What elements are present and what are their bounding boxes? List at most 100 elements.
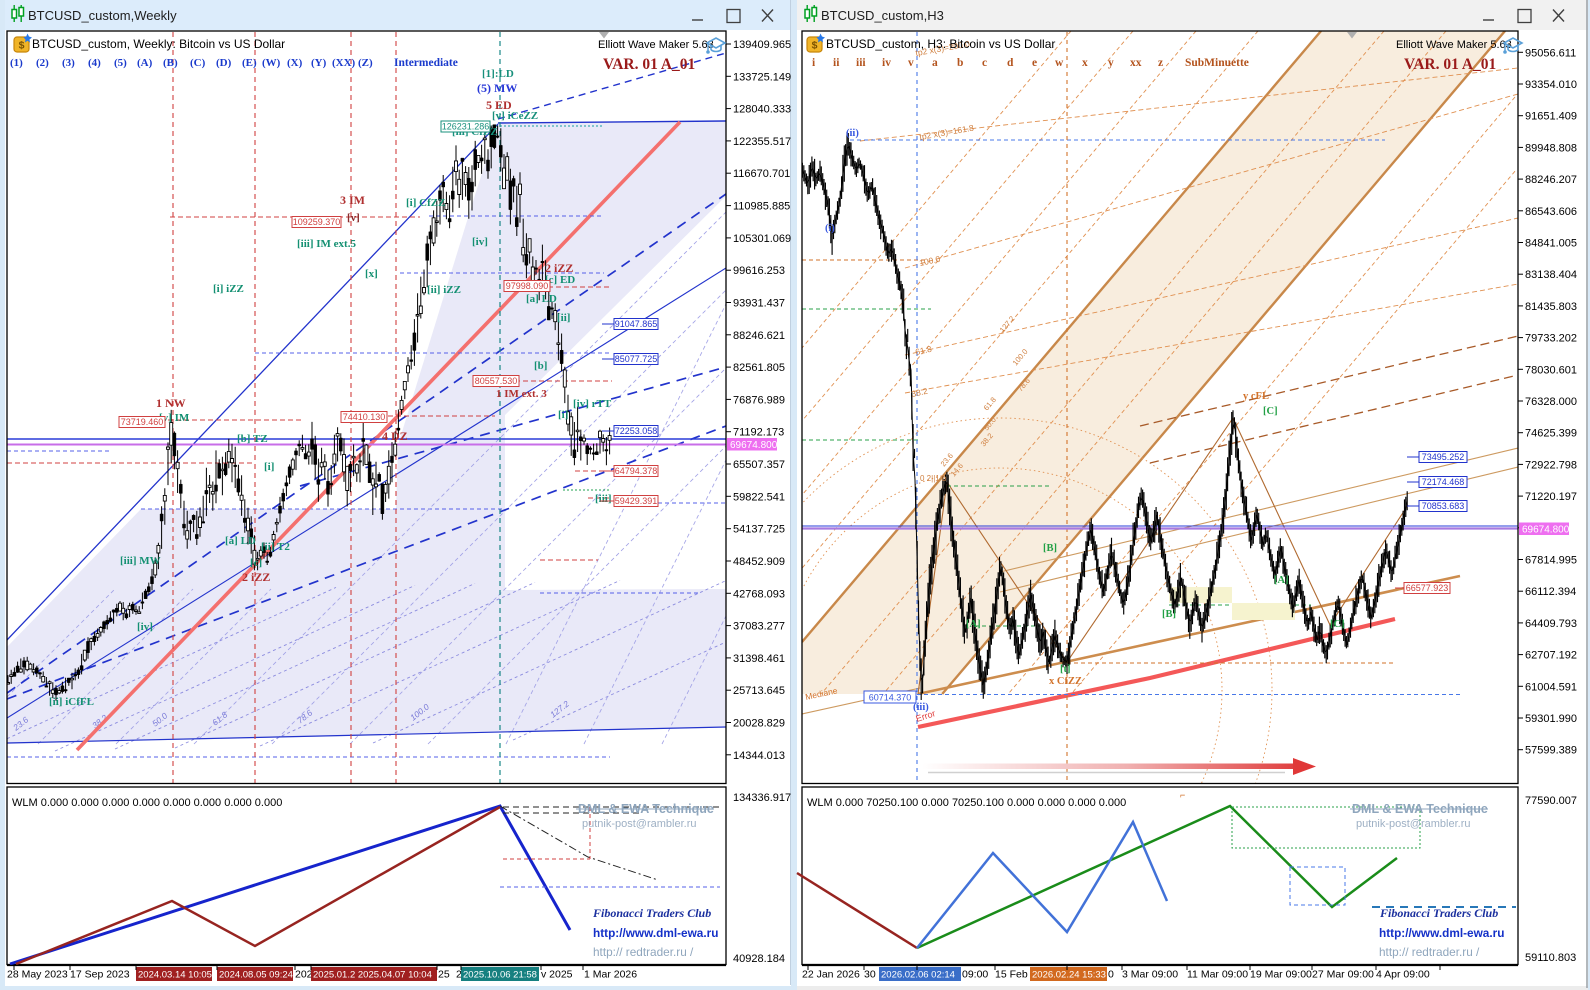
svg-text:$: $ (19, 40, 25, 52)
svg-text:25713.645: 25713.645 (733, 685, 785, 697)
svg-text:[a] LD: [a] LD (526, 293, 557, 305)
svg-text:http:// redtrader.ru /: http:// redtrader.ru / (593, 945, 694, 959)
svg-text:91651.409: 91651.409 (1525, 111, 1577, 123)
svg-text:(E): (E) (242, 57, 257, 69)
svg-text:(4): (4) (88, 57, 101, 69)
svg-text:[C]: [C] (1263, 406, 1278, 417)
svg-text:putnik-post@rambler.ru: putnik-post@rambler.ru (582, 818, 697, 830)
svg-text:a: a (932, 57, 938, 69)
svg-text:[v] IM: [v] IM (159, 412, 190, 424)
svg-text:[i] iZZ: [i] iZZ (213, 283, 244, 295)
svg-text:SubMinuette: SubMinuette (1185, 57, 1249, 69)
svg-text:2 iZZ: 2 iZZ (545, 261, 573, 275)
svg-text:z: z (1158, 57, 1163, 69)
svg-text:[ii] iCfFL: [ii] iCfFL (49, 696, 94, 708)
svg-text:2026.02.24 15:33: 2026.02.24 15:33 (1032, 970, 1106, 981)
svg-text:62707.192: 62707.192 (1525, 650, 1577, 662)
svg-text:1 Mar 2026: 1 Mar 2026 (584, 969, 637, 981)
svg-text:v: v (908, 57, 914, 69)
svg-text:134336.917: 134336.917 (733, 792, 791, 804)
svg-text:30: 30 (864, 969, 876, 981)
svg-text:38.2: 38.2 (910, 386, 929, 399)
svg-text:w: w (1055, 57, 1064, 69)
svg-text:64794.378: 64794.378 (615, 466, 658, 476)
svg-text:3 Mar 09:00: 3 Mar 09:00 (1122, 969, 1178, 981)
svg-text:xx: xx (1130, 57, 1142, 69)
svg-text:93931.437: 93931.437 (733, 298, 785, 310)
svg-text:31398.461: 31398.461 (733, 653, 785, 665)
svg-text:61.8: 61.8 (914, 344, 933, 357)
svg-text:[i] CfZZ: [i] CfZZ (406, 197, 445, 209)
svg-text:y cFL: y cFL (1243, 391, 1269, 402)
svg-text:v 2025: v 2025 (541, 969, 573, 981)
svg-text:VAR. 01 A_01: VAR. 01 A_01 (1404, 56, 1496, 73)
svg-text:[ii] T2: [ii] T2 (261, 541, 290, 553)
svg-text:2 iZZ: 2 iZZ (242, 570, 270, 584)
svg-text:22 Jan 2026: 22 Jan 2026 (802, 969, 860, 981)
svg-text:99616.253: 99616.253 (733, 265, 785, 277)
svg-text:110985.885: 110985.885 (733, 201, 790, 213)
svg-text:88246.621: 88246.621 (733, 330, 785, 342)
svg-text:59429.391: 59429.391 (615, 496, 658, 506)
svg-text:Fibonacci Traders Club: Fibonacci Traders Club (592, 906, 711, 920)
svg-text:(Z): (Z) (358, 57, 373, 69)
svg-text:(i): (i) (825, 223, 835, 234)
svg-text:133725.149: 133725.149 (733, 71, 791, 83)
svg-text:84841.005: 84841.005 (1525, 238, 1577, 250)
svg-text:[i]: [i] (558, 409, 568, 421)
svg-text:27 Mar 09:00: 27 Mar 09:00 (1312, 969, 1374, 981)
svg-text:72174.468: 72174.468 (1422, 477, 1465, 487)
svg-text:http:// redtrader.ru /: http:// redtrader.ru / (1379, 945, 1480, 959)
svg-text:19 Mar 09:00: 19 Mar 09:00 (1250, 969, 1312, 981)
svg-text:BTCUSD_custom,H3: BTCUSD_custom,H3 (821, 8, 944, 23)
svg-text:71220.197: 71220.197 (1525, 491, 1577, 503)
svg-text:[B]: [B] (1162, 609, 1176, 620)
svg-text:[iii] MW: [iii] MW (120, 555, 161, 567)
svg-text:74410.130: 74410.130 (343, 412, 386, 422)
svg-text:[v]: [v] (347, 212, 360, 224)
svg-text:y: y (1108, 57, 1114, 69)
svg-text:http://www.dml-ewa.ru: http://www.dml-ewa.ru (1379, 926, 1504, 940)
svg-text:2024.03.14 10:05: 2024.03.14 10:05 (138, 970, 212, 981)
svg-text:d: d (1007, 57, 1014, 69)
svg-text:[A]: [A] (966, 619, 981, 630)
svg-text:97998.090: 97998.090 (506, 281, 549, 291)
svg-text:202: 202 (295, 969, 313, 981)
svg-text:73495.252: 73495.252 (1422, 452, 1465, 462)
svg-text:[b] TZ: [b] TZ (237, 433, 268, 445)
svg-text:80557.530: 80557.530 (475, 376, 518, 386)
svg-text:14344.013: 14344.013 (733, 750, 785, 762)
svg-text:76328.000: 76328.000 (1525, 396, 1577, 408)
svg-text:2025.10.06 21:58: 2025.10.06 21:58 (463, 970, 537, 981)
svg-text:59301.990: 59301.990 (1525, 713, 1577, 725)
svg-text:72922.798: 72922.798 (1525, 459, 1577, 471)
svg-text:ii: ii (833, 57, 840, 69)
svg-text:[C]: [C] (1330, 619, 1345, 630)
svg-text:(2): (2) (36, 57, 49, 69)
svg-text:69674.800: 69674.800 (1522, 525, 1570, 536)
svg-text:37083.277: 37083.277 (733, 621, 785, 633)
svg-text:139409.965: 139409.965 (733, 39, 791, 51)
svg-text:[b]: [b] (534, 360, 547, 372)
svg-text:25: 25 (438, 969, 450, 981)
svg-text:[iii] IM ext.5: [iii] IM ext.5 (297, 238, 356, 250)
svg-text:72253.058: 72253.058 (615, 426, 658, 436)
svg-text:b: b (957, 57, 963, 69)
svg-text:76876.989: 76876.989 (733, 394, 785, 406)
svg-text:2024.08.05 09:24: 2024.08.05 09:24 (219, 970, 293, 981)
svg-text:BTCUSD_custom,Weekly: BTCUSD_custom,Weekly (28, 8, 177, 23)
svg-text:88246.207: 88246.207 (1525, 174, 1577, 186)
svg-text:[iv]: [iv] (137, 621, 153, 633)
svg-text:i: i (812, 57, 816, 69)
svg-text:WLM 0.000 0.000 0.000 0.000 0.: WLM 0.000 0.000 0.000 0.000 0.000 0.000 … (12, 797, 282, 809)
svg-text:3 IM: 3 IM (340, 193, 365, 207)
svg-text:(iii): (iii) (913, 702, 929, 713)
svg-text:95056.611: 95056.611 (1525, 47, 1576, 59)
svg-text:60714.370: 60714.370 (869, 692, 912, 702)
svg-text:100.0: 100.0 (918, 254, 941, 268)
svg-text:20028.829: 20028.829 (733, 718, 785, 730)
svg-text:66112.394: 66112.394 (1525, 586, 1576, 598)
svg-text:82561.805: 82561.805 (733, 362, 785, 374)
svg-text:77590.007: 77590.007 (1525, 795, 1577, 807)
svg-text:(A): (A) (137, 57, 153, 69)
